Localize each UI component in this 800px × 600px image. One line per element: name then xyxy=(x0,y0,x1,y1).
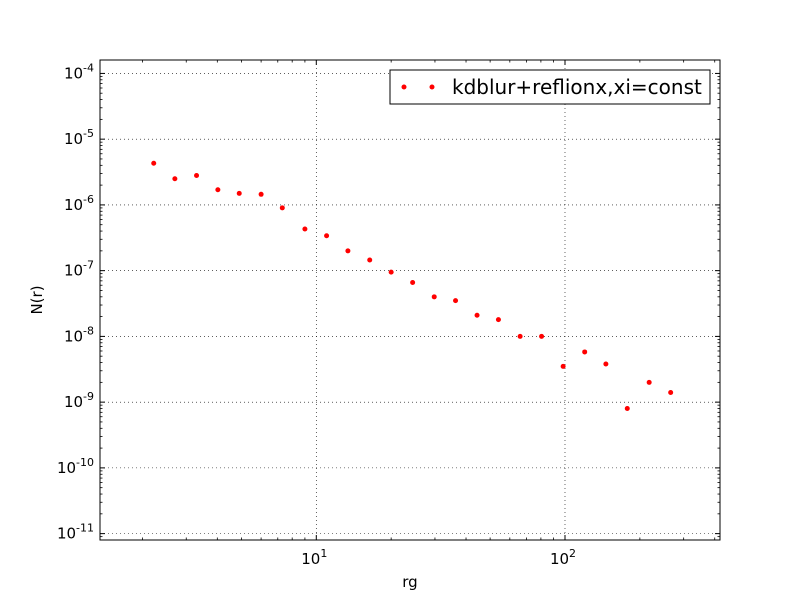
y-tick-label: 10-10 xyxy=(57,456,94,477)
data-point xyxy=(367,257,373,263)
legend-marker-left xyxy=(401,84,407,90)
series-points xyxy=(151,160,674,412)
x-tick-label: 101 xyxy=(301,547,327,568)
data-point xyxy=(172,176,178,182)
data-point xyxy=(539,333,545,339)
y-tick-label: 10-9 xyxy=(64,390,94,411)
y-axis-label: N(r) xyxy=(28,285,46,314)
y-tick-label: 10-11 xyxy=(57,522,94,543)
data-point xyxy=(324,233,330,239)
data-point xyxy=(646,379,652,385)
data-point xyxy=(474,312,480,318)
data-point xyxy=(388,269,394,275)
data-point xyxy=(582,349,588,355)
plot-frame xyxy=(99,59,721,541)
y-tick-label: 10-4 xyxy=(64,61,94,82)
ticks: 10-11 10-10 10-9 10-8 10-7 10-6 10-5 10-4 101 102 xyxy=(57,60,720,568)
y-tick-label: 10-8 xyxy=(64,324,94,345)
data-point xyxy=(194,173,200,179)
data-point xyxy=(236,190,242,196)
data-point xyxy=(668,390,674,396)
x-tick-label: 102 xyxy=(550,547,576,568)
y-tick-label: 10-5 xyxy=(64,127,94,148)
data-point xyxy=(431,294,437,300)
data-point xyxy=(517,333,523,339)
data-point xyxy=(151,160,157,166)
data-point xyxy=(302,226,308,232)
data-point xyxy=(258,191,264,197)
y-tick-label: 10-6 xyxy=(64,193,94,214)
x-axis-label: rg xyxy=(402,573,417,591)
legend-box xyxy=(389,69,711,105)
data-point xyxy=(603,361,609,367)
legend-label: kdblur+reflionx,xi=const xyxy=(452,75,702,99)
data-point xyxy=(215,187,221,193)
legend: kdblur+reflionx,xi=const xyxy=(389,69,711,105)
data-point xyxy=(410,280,416,286)
y-tick-label: 10-7 xyxy=(64,259,94,280)
data-point xyxy=(345,248,351,254)
data-point xyxy=(495,317,501,323)
data-point xyxy=(453,298,459,304)
data-point xyxy=(624,406,630,412)
legend-marker-right xyxy=(429,84,435,90)
data-point xyxy=(279,205,285,211)
data-point xyxy=(560,363,566,369)
